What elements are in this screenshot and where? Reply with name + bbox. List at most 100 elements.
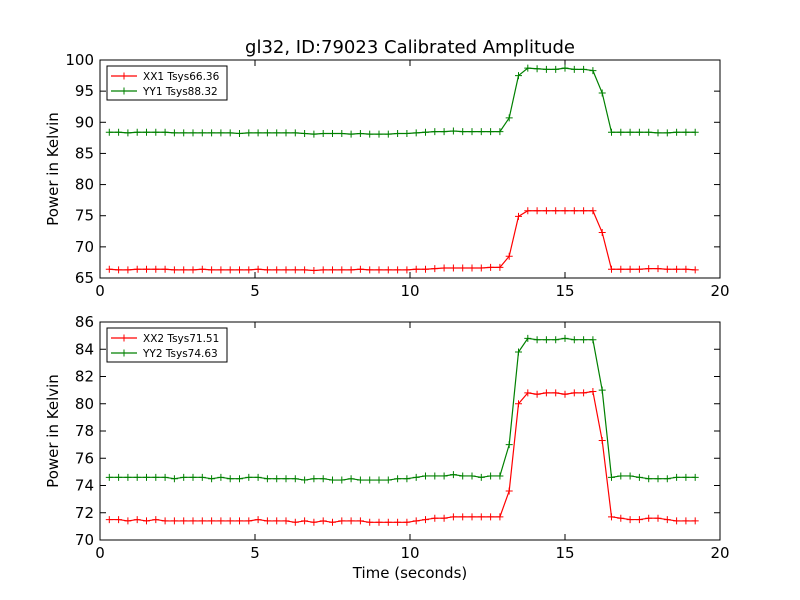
data-point (626, 265, 634, 273)
x-tick-label: 15 (555, 544, 574, 562)
data-point (645, 128, 653, 136)
x-tick-label: 20 (710, 282, 729, 300)
data-point (273, 266, 281, 274)
data-point (682, 128, 690, 136)
data-point (319, 129, 327, 137)
data-point (356, 476, 364, 484)
legend-entry: YY1 Tsys88.32 (142, 86, 218, 98)
data-point (608, 513, 615, 521)
data-point (691, 473, 699, 481)
data-point (682, 265, 690, 273)
data-point (161, 517, 169, 525)
data-point (598, 386, 606, 394)
data-point (198, 517, 206, 525)
series-line (109, 67, 696, 135)
data-point (431, 514, 439, 522)
data-point (533, 65, 541, 73)
data-point (291, 475, 299, 483)
data-point (226, 475, 234, 483)
data-point (608, 128, 615, 136)
data-point (310, 518, 318, 526)
data-point (422, 265, 429, 273)
data-point (598, 89, 606, 97)
data-point (375, 266, 383, 274)
data-point (459, 128, 467, 136)
chart-panel-top: 0 5 10 15 20 65 70 75 80 85 90 95 100 Power in Kelvin… (44, 51, 730, 300)
data-point (691, 128, 699, 136)
data-point (208, 475, 216, 483)
data-point (654, 475, 662, 483)
data-point (487, 513, 495, 521)
data-point (431, 128, 439, 136)
data-point (282, 517, 290, 525)
data-point (626, 516, 634, 524)
y-tick-label: 70 (75, 531, 94, 549)
data-point (124, 266, 132, 274)
data-point (449, 127, 457, 135)
data-point (189, 473, 197, 481)
data-point (403, 475, 411, 483)
data-point (673, 128, 681, 136)
data-point (422, 128, 429, 136)
data-point (459, 264, 467, 272)
x-tick-label: 5 (250, 544, 260, 562)
data-point (124, 517, 132, 525)
data-point (654, 514, 662, 522)
data-point (487, 263, 495, 271)
data-point (319, 517, 327, 525)
legend-marker (120, 349, 128, 357)
data-point (310, 130, 318, 138)
data-point (598, 229, 606, 237)
data-point (617, 472, 625, 480)
data-point (617, 265, 625, 273)
data-point (384, 130, 392, 138)
data-point (143, 473, 150, 481)
data-point (589, 67, 597, 75)
data-point (217, 517, 225, 525)
data-point (170, 129, 178, 137)
data-point (115, 516, 123, 524)
data-point (161, 128, 169, 136)
data-point (412, 265, 420, 273)
y-tick-label: 70 (75, 238, 94, 256)
data-point (412, 517, 420, 525)
data-point (412, 473, 420, 481)
data-point (329, 129, 336, 137)
data-point (598, 437, 606, 445)
data-point (189, 266, 197, 274)
data-point (496, 128, 504, 136)
data-point (552, 336, 560, 344)
data-point (561, 207, 569, 215)
data-point (245, 266, 253, 274)
data-point (533, 207, 541, 215)
data-point (384, 518, 392, 526)
y-tick-label: 80 (75, 176, 94, 194)
data-point (440, 514, 448, 522)
data-point (105, 516, 113, 524)
legend-marker (120, 72, 128, 80)
data-point (477, 128, 485, 136)
data-point (245, 473, 253, 481)
data-point (143, 517, 150, 525)
data-point (570, 389, 578, 397)
data-point (570, 336, 578, 344)
data-point (338, 266, 346, 274)
data-point (468, 264, 476, 272)
data-point (133, 265, 141, 273)
data-point (189, 517, 197, 525)
legend-entry: XX1 Tsys66.36 (143, 71, 220, 83)
y-tick-label: 80 (75, 395, 94, 413)
data-point (496, 263, 504, 271)
data-point (319, 266, 327, 274)
data-point (477, 513, 485, 521)
data-point (449, 513, 457, 521)
data-point (198, 129, 206, 137)
legend-box (106, 65, 228, 101)
data-point (515, 212, 522, 220)
data-point (542, 389, 550, 397)
data-point (226, 517, 234, 525)
data-point (133, 473, 141, 481)
data-point (143, 265, 150, 273)
data-point (608, 473, 615, 481)
